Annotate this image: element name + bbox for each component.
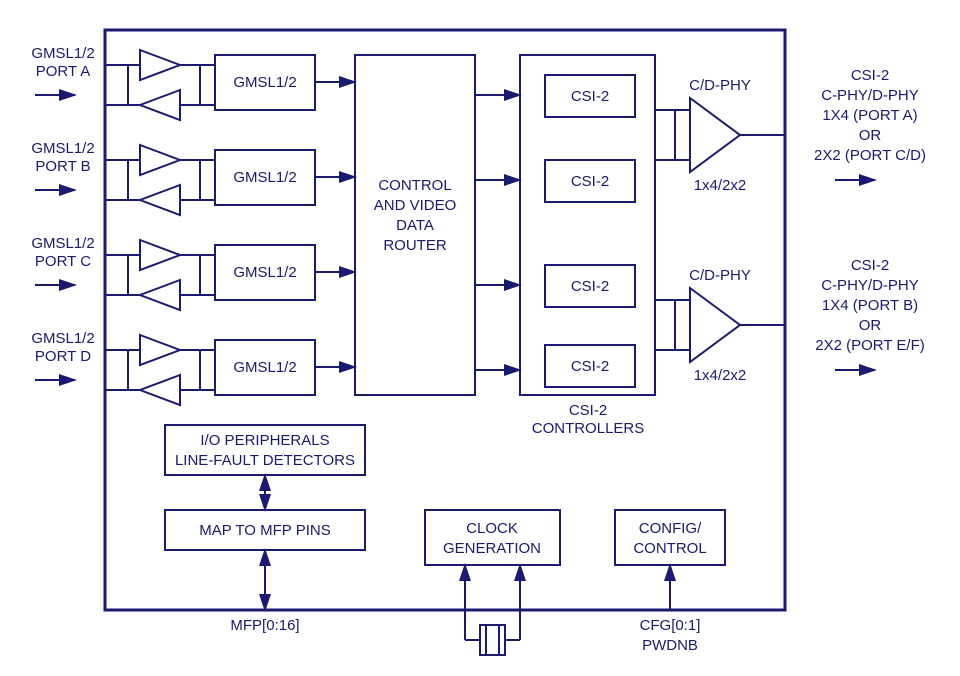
svg-text:CSI-2: CSI-2 [571,278,609,295]
port-a-label1: GMSL1/2 [31,45,94,62]
svg-text:PORT B: PORT B [35,158,90,175]
svg-text:GMSL1/2: GMSL1/2 [233,74,296,91]
svg-text:CSI-2: CSI-2 [571,358,609,375]
svg-text:GMSL1/2: GMSL1/2 [31,330,94,347]
svg-text:CONTROL: CONTROL [633,540,706,557]
output-1-labels: CSI-2 C-PHY/D-PHY 1X4 (PORT A) OR 2X2 (P… [814,67,926,180]
svg-text:CLOCK: CLOCK [466,520,518,537]
svg-text:ROUTER: ROUTER [383,237,447,254]
svg-text:I/O PERIPHERALS: I/O PERIPHERALS [200,432,329,449]
svg-text:CSI-2: CSI-2 [571,88,609,105]
svg-text:CONTROL: CONTROL [378,177,451,194]
svg-text:GMSL1/2: GMSL1/2 [31,140,94,157]
svg-text:DATA: DATA [396,217,434,234]
svg-text:GMSL1/2: GMSL1/2 [233,359,296,376]
svg-text:C/D-PHY: C/D-PHY [689,267,751,284]
crystal-icon [480,625,505,655]
svg-text:OR: OR [859,127,882,144]
svg-text:CSI-2: CSI-2 [571,173,609,190]
svg-text:C/D-PHY: C/D-PHY [689,77,751,94]
svg-text:PORT C: PORT C [35,253,91,270]
phy-out-2: C/D-PHY 1x4/2x2 [655,267,785,384]
svg-text:PWDNB: PWDNB [642,637,698,654]
svg-text:1x4/2x2: 1x4/2x2 [694,367,747,384]
svg-text:GENERATION: GENERATION [443,540,541,557]
svg-text:GMSL1/2: GMSL1/2 [31,235,94,252]
svg-text:OR: OR [859,317,882,334]
amp-rev-b-icon [140,185,180,215]
phy-amp-1-icon [690,98,740,172]
svg-text:PORT D: PORT D [35,348,91,365]
svg-text:GMSL1/2: GMSL1/2 [233,169,296,186]
port-d-group: GMSL1/2 PORT D GMSL1/2 [31,330,355,405]
svg-text:MFP[0:16]: MFP[0:16] [230,617,299,634]
block-diagram: GMSL1/2 PORT A GMSL1/2 GMSL1/2 PORT B GM… [0,0,960,676]
svg-text:CONFIG/: CONFIG/ [639,520,702,537]
svg-text:C-PHY/D-PHY: C-PHY/D-PHY [821,87,919,104]
amp-fwd-b-icon [140,145,180,175]
svg-text:CSI-2: CSI-2 [851,67,889,84]
phy-out-1: C/D-PHY 1x4/2x2 [655,77,785,194]
output-2-labels: CSI-2 C-PHY/D-PHY 1X4 (PORT B) OR 2X2 (P… [815,257,924,370]
port-b-group: GMSL1/2 PORT B GMSL1/2 [31,140,355,215]
svg-text:2X2 (PORT C/D): 2X2 (PORT C/D) [814,147,926,164]
svg-text:CONTROLLERS: CONTROLLERS [532,420,645,437]
svg-text:1X4 (PORT A): 1X4 (PORT A) [822,107,917,124]
svg-text:CSI-2: CSI-2 [851,257,889,274]
phy-amp-2-icon [690,288,740,362]
svg-text:MAP TO MFP PINS: MAP TO MFP PINS [199,522,330,539]
amp-rev-a-icon [140,90,180,120]
svg-text:1x4/2x2: 1x4/2x2 [694,177,747,194]
svg-text:1X4 (PORT B): 1X4 (PORT B) [822,297,918,314]
svg-text:C-PHY/D-PHY: C-PHY/D-PHY [821,277,919,294]
port-a-group: GMSL1/2 PORT A GMSL1/2 [31,45,355,120]
svg-text:AND VIDEO: AND VIDEO [374,197,457,214]
amp-fwd-a-icon [140,50,180,80]
svg-text:LINE-FAULT DETECTORS: LINE-FAULT DETECTORS [175,452,355,469]
svg-text:CFG[0:1]: CFG[0:1] [640,617,701,634]
port-c-group: GMSL1/2 PORT C GMSL1/2 [31,235,355,310]
svg-text:CSI-2: CSI-2 [569,402,607,419]
svg-text:GMSL1/2: GMSL1/2 [233,264,296,281]
port-a-label2: PORT A [36,63,90,80]
svg-text:2X2 (PORT E/F): 2X2 (PORT E/F) [815,337,924,354]
